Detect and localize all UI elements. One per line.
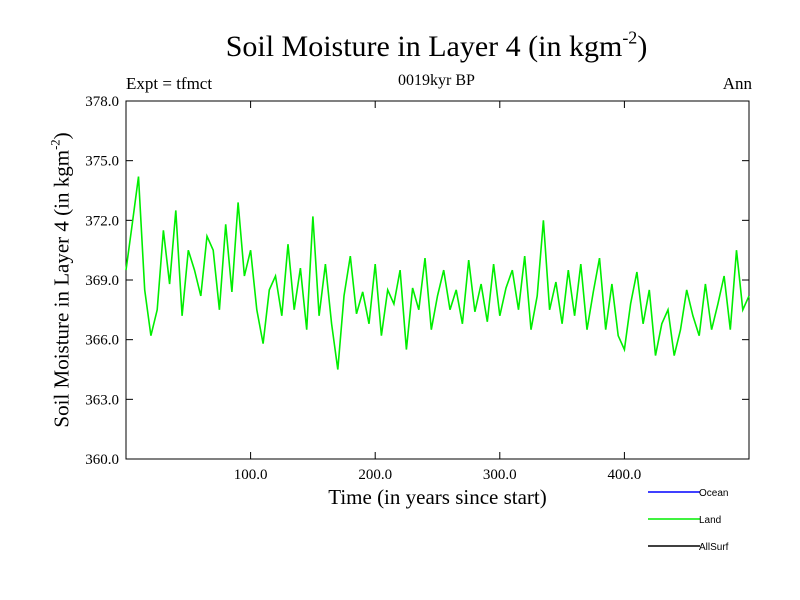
y-axis-label-close: ) (49, 132, 74, 140)
x-axis: 100.0 200.0 300.0 400.0 (234, 101, 642, 483)
y-tick-label: 378.0 (85, 94, 119, 110)
y-axis-label-superscript: -2 (48, 139, 63, 150)
x-axis-label: Time (in years since start) (328, 485, 547, 509)
chart-title: Soil Moisture in Layer 4 (in kgm-2) (0, 27, 800, 64)
legend-label-land: Land (699, 515, 721, 526)
chart-subtitle: 0019kyr BP (398, 72, 475, 89)
legend: Ocean Land AllSurf (648, 488, 729, 553)
y-tick-label: 360.0 (85, 452, 119, 468)
chart-title-text: Soil Moisture in Layer 4 (in kgm (225, 30, 623, 63)
y-tick-label: 369.0 (85, 273, 119, 289)
x-tick-label: 200.0 (358, 467, 392, 483)
x-tick-label: 100.0 (234, 467, 268, 483)
y-axis-label: Soil Moisture in Layer 4 (in kgm-2) (48, 132, 75, 428)
y-axis-label-text: Soil Moisture in Layer 4 (in kgm (49, 149, 74, 428)
chart-title-superscript: -2 (622, 27, 638, 48)
y-axis: 360.0 363.0 366.0 369.0 372.0 375.0 378.0 (85, 94, 749, 468)
chart-title-close: ) (637, 30, 648, 63)
y-tick-label: 372.0 (85, 213, 119, 229)
y-tick-label: 366.0 (85, 333, 119, 349)
x-tick-label: 300.0 (483, 467, 517, 483)
series-line-land (125, 176, 750, 370)
x-tick-label: 400.0 (608, 467, 642, 483)
y-tick-label: 375.0 (85, 154, 119, 170)
y-tick-label: 363.0 (85, 392, 119, 408)
season-label: Ann (722, 74, 752, 93)
experiment-label: Expt = tfmct (126, 74, 213, 93)
plot-frame (125, 100, 750, 460)
legend-label-allsurf: AllSurf (699, 542, 729, 553)
legend-label-ocean: Ocean (699, 488, 728, 499)
